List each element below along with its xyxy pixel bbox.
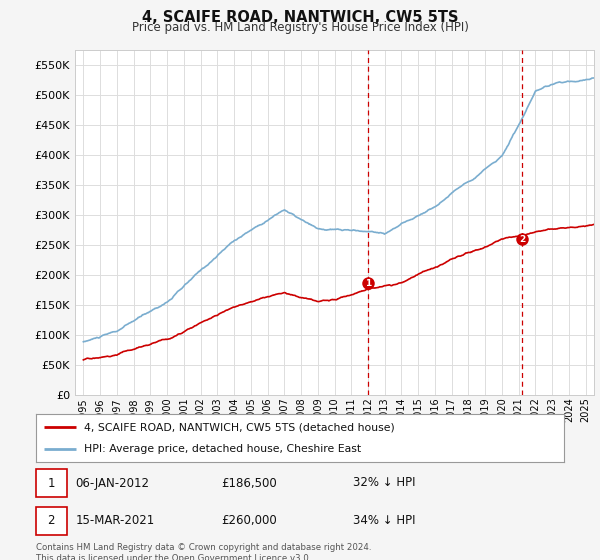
Text: HPI: Average price, detached house, Cheshire East: HPI: Average price, detached house, Ches… xyxy=(83,444,361,454)
Text: £260,000: £260,000 xyxy=(221,514,277,527)
Text: 4, SCAIFE ROAD, NANTWICH, CW5 5TS: 4, SCAIFE ROAD, NANTWICH, CW5 5TS xyxy=(142,10,458,25)
Text: 34% ↓ HPI: 34% ↓ HPI xyxy=(353,514,415,527)
Text: £186,500: £186,500 xyxy=(221,477,277,489)
Text: 2: 2 xyxy=(519,235,526,244)
Text: 15-MAR-2021: 15-MAR-2021 xyxy=(76,514,155,527)
Text: 1: 1 xyxy=(365,278,371,288)
Text: 32% ↓ HPI: 32% ↓ HPI xyxy=(353,477,415,489)
FancyBboxPatch shape xyxy=(36,469,67,497)
Text: 1: 1 xyxy=(47,477,55,489)
Text: Price paid vs. HM Land Registry's House Price Index (HPI): Price paid vs. HM Land Registry's House … xyxy=(131,21,469,34)
Text: 2: 2 xyxy=(47,514,55,527)
Text: 4, SCAIFE ROAD, NANTWICH, CW5 5TS (detached house): 4, SCAIFE ROAD, NANTWICH, CW5 5TS (detac… xyxy=(83,422,394,432)
FancyBboxPatch shape xyxy=(36,507,67,535)
Text: 06-JAN-2012: 06-JAN-2012 xyxy=(76,477,149,489)
Text: Contains HM Land Registry data © Crown copyright and database right 2024.
This d: Contains HM Land Registry data © Crown c… xyxy=(36,543,371,560)
